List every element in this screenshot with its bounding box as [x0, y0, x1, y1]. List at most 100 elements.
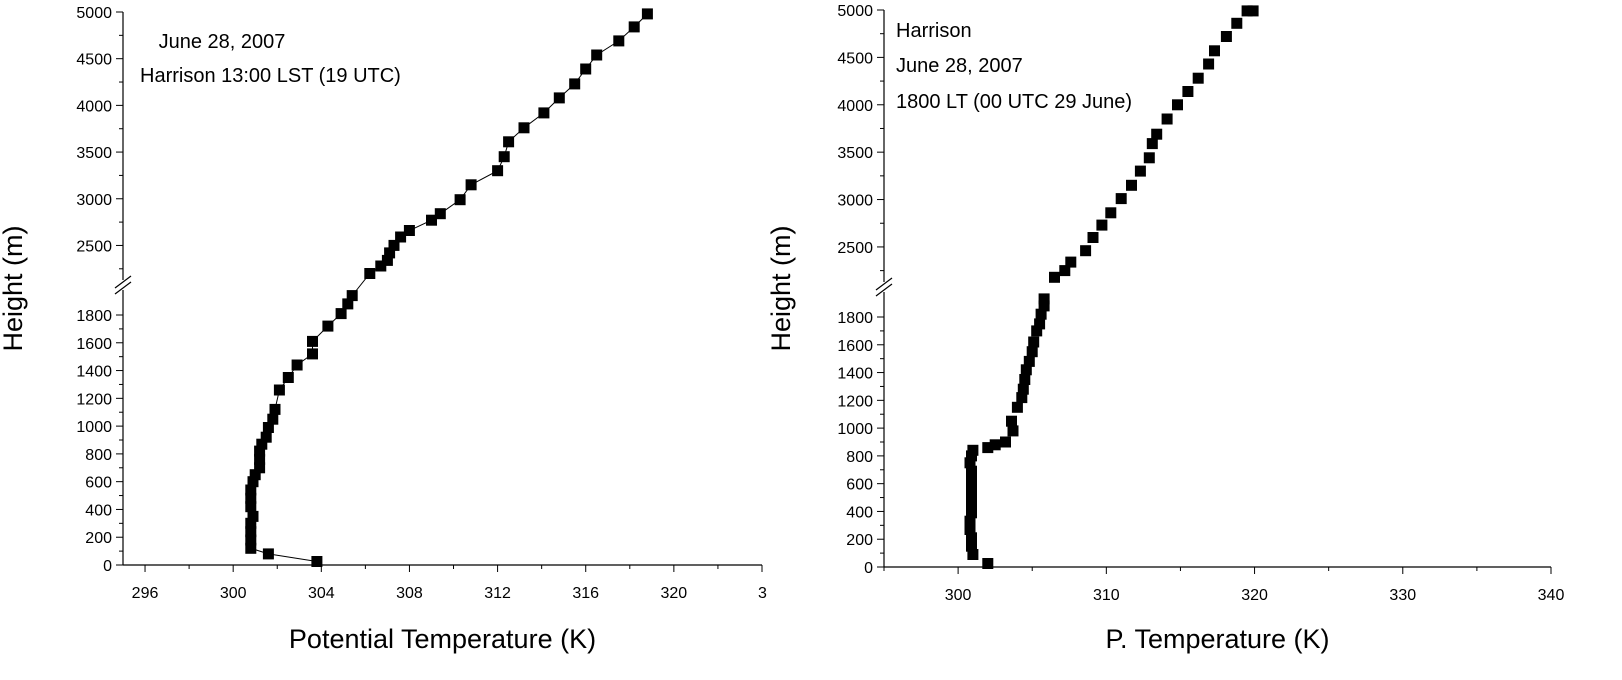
y-tick-label: 200: [85, 530, 112, 547]
data-point: [503, 136, 515, 148]
data-point: [260, 431, 272, 443]
x-tick-label: 300: [220, 585, 247, 602]
data-point: [964, 457, 976, 469]
y-tick-label: 800: [85, 447, 112, 464]
data-point: [613, 35, 625, 47]
y-tick-label: 4000: [76, 98, 112, 115]
y-axis-title: Height (m): [0, 225, 28, 351]
x-axis-title: Potential Temperature (K): [289, 624, 596, 654]
y-tick-label: 1200: [837, 393, 873, 410]
chart-2: 0 200 400 600 800 1000 1200 1400 1600 1800 2500 300…: [766, 3, 1564, 654]
y-tick-label: 1400: [837, 366, 873, 383]
data-point: [982, 558, 994, 569]
data-point: [1172, 99, 1183, 111]
data-point: [245, 526, 257, 538]
data-point: [1059, 265, 1071, 277]
data-point: [1020, 364, 1032, 376]
data-point: [967, 444, 979, 456]
data-point: [966, 540, 977, 552]
data-point: [1247, 5, 1259, 17]
y-tick-label: 1400: [76, 364, 112, 381]
x-axis-title: P. Temperature (K): [1105, 624, 1329, 654]
chart-annotation: Harrison: [896, 20, 972, 42]
data-point: [641, 8, 653, 20]
data-point: [492, 165, 504, 177]
data-point: [307, 335, 318, 347]
axis-break-mark: [114, 275, 132, 289]
data-point: [375, 260, 387, 272]
y-tick-label: 1600: [837, 338, 873, 355]
x-tick-label: 330: [1389, 587, 1416, 604]
data-point: [1182, 86, 1194, 97]
data-point: [553, 92, 565, 104]
chart-annotation: Harrison 13:00 LST (19 UTC): [140, 65, 401, 87]
data-point: [966, 474, 977, 485]
data-point: [322, 320, 334, 332]
y-tick-label: 400: [85, 502, 112, 519]
data-point: [989, 439, 1001, 451]
data-point: [384, 247, 396, 259]
data-point: [1016, 392, 1028, 404]
data-point: [1034, 318, 1046, 330]
y-tick-label: 4500: [837, 50, 873, 67]
data-point: [1105, 207, 1117, 219]
y-tick-label: 200: [846, 532, 873, 549]
data-point: [364, 268, 376, 279]
data-point: [307, 348, 318, 360]
data-point: [254, 445, 266, 457]
data-point: [1028, 336, 1040, 348]
y-tick-label: 400: [846, 504, 873, 521]
data-point: [1080, 245, 1092, 257]
y-tick-label: 1000: [76, 419, 112, 436]
data-point: [966, 482, 977, 494]
data-point: [580, 63, 592, 75]
data-point: [403, 225, 415, 236]
y-tick-label: 3500: [837, 145, 873, 162]
data-point: [256, 438, 268, 450]
chart-1: 0 200 400 600 800 1000 1200 1400 1600 1800 2500 300…: [0, 5, 767, 654]
data-point: [434, 208, 446, 220]
data-point: [966, 532, 977, 544]
axis-break-mark: [114, 281, 132, 295]
data-point: [966, 490, 977, 502]
data-point: [282, 372, 294, 383]
y-tick-label: 3000: [76, 192, 112, 209]
data-point: [498, 151, 510, 163]
data-point: [518, 122, 530, 134]
data-point: [966, 450, 977, 462]
y-tick-label: 600: [85, 475, 112, 492]
data-point: [346, 290, 358, 302]
y-tick-label: 1200: [76, 391, 112, 408]
data-point: [1019, 374, 1031, 385]
y-tick-label: 5000: [76, 5, 112, 22]
data-point: [967, 549, 979, 560]
data-point: [964, 524, 976, 535]
x-tick-label: 308: [396, 585, 423, 602]
chart-annotation: June 28, 2007: [896, 55, 1023, 77]
data-point: [982, 442, 994, 454]
data-point: [245, 542, 257, 554]
data-point: [388, 239, 400, 251]
x-tick-label: 296: [132, 585, 159, 602]
data-point: [254, 453, 266, 465]
chart-annotation: June 28, 2007: [159, 31, 286, 53]
data-point: [249, 469, 261, 481]
y-tick-label: 3000: [837, 193, 873, 210]
data-point: [395, 231, 407, 243]
data-point: [335, 308, 347, 320]
data-point: [267, 413, 279, 425]
y-tick-label: 1000: [837, 421, 873, 438]
y-tick-label: 600: [846, 477, 873, 494]
data-point: [1049, 271, 1060, 283]
data-point: [245, 492, 257, 504]
data-point: [1065, 256, 1077, 268]
data-point: [1038, 300, 1050, 312]
y-axis-title: Height (m): [766, 225, 796, 351]
data-point: [1000, 436, 1011, 448]
data-point: [1087, 232, 1099, 243]
data-point: [1126, 179, 1137, 191]
data-point: [247, 476, 259, 488]
data-point: [247, 510, 259, 522]
data-point: [1192, 72, 1204, 84]
data-point: [538, 107, 550, 119]
